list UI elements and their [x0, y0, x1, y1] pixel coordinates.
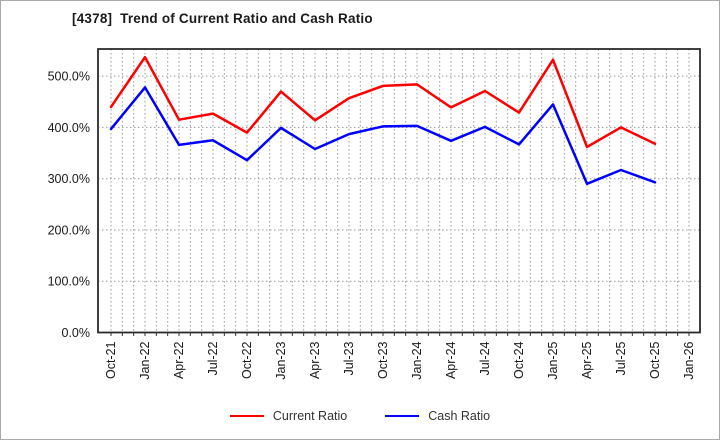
chart-legend: Current Ratio Cash Ratio [1, 403, 719, 429]
y-tick-label: 0.0% [62, 326, 91, 340]
x-tick-label: Oct-21 [104, 341, 118, 379]
legend-item-cash-ratio: Cash Ratio [385, 409, 490, 423]
legend-label-cash-ratio: Cash Ratio [428, 409, 491, 423]
x-tick-label: Oct-22 [240, 341, 254, 379]
x-tick-label: Jul-22 [206, 341, 220, 375]
x-tick-label: Apr-25 [580, 341, 594, 379]
x-tick-label: Oct-25 [648, 341, 662, 379]
y-tick-label: 500.0% [48, 70, 90, 84]
y-tick-label: 100.0% [48, 275, 90, 289]
y-tick-label: 400.0% [48, 121, 90, 135]
x-tick-label: Jul-23 [342, 341, 356, 375]
chart-title: [4378] Trend of Current Ratio and Cash R… [72, 11, 373, 26]
x-tick-label: Jan-24 [410, 341, 424, 379]
x-tick-label: Jan-23 [274, 341, 288, 379]
cash-ratio-line-swatch [385, 415, 420, 417]
x-tick-label: Jul-24 [478, 341, 492, 375]
current-ratio-line-swatch [229, 415, 264, 417]
x-tick-label: Apr-23 [308, 341, 322, 379]
legend-label-current-ratio: Current Ratio [272, 409, 348, 423]
x-tick-label: Jan-26 [682, 341, 696, 379]
x-tick-label: Jul-25 [614, 341, 628, 375]
x-tick-label: Apr-22 [172, 341, 186, 379]
x-tick-label: Apr-24 [444, 341, 458, 379]
x-tick-label: Jan-22 [138, 341, 152, 379]
x-tick-label: Oct-23 [376, 341, 390, 379]
x-tick-label: Oct-24 [512, 341, 526, 379]
y-tick-label: 200.0% [48, 223, 90, 237]
legend-item-current-ratio: Current Ratio [229, 409, 348, 423]
y-tick-label: 300.0% [48, 172, 90, 186]
x-tick-label: Jan-25 [546, 341, 560, 379]
